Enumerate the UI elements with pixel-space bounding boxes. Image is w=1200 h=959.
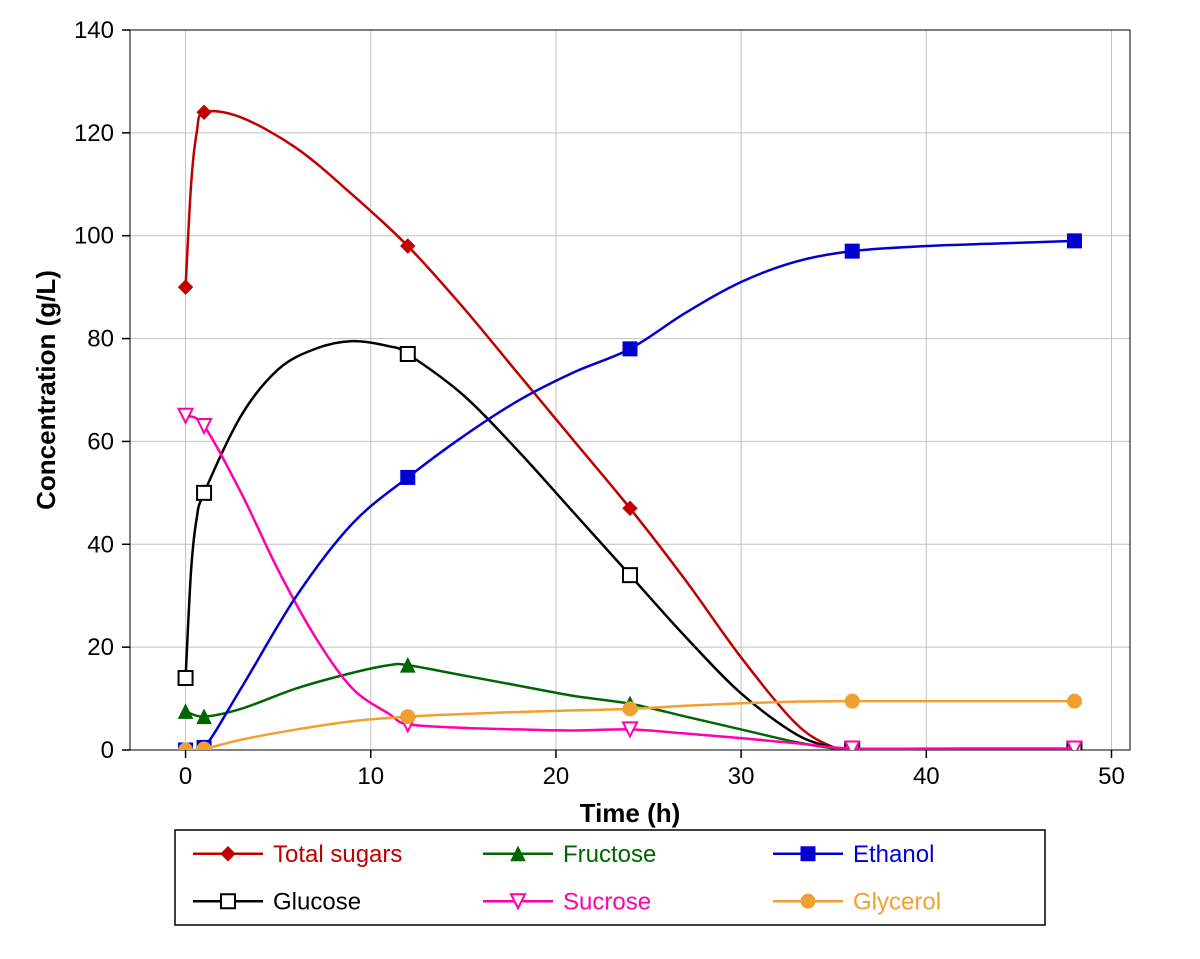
y-tick-label: 40 (87, 531, 114, 558)
y-tick-label: 120 (74, 120, 114, 147)
x-tick-label: 20 (543, 763, 570, 790)
y-tick-label: 20 (87, 634, 114, 661)
legend-label: Total sugars (273, 841, 402, 868)
y-axis-label: Concentration (g/L) (31, 270, 61, 510)
x-tick-label: 30 (728, 763, 755, 790)
x-tick-label: 10 (357, 763, 384, 790)
legend-label: Ethanol (853, 841, 934, 868)
x-tick-label: 50 (1098, 763, 1125, 790)
x-axis-label: Time (h) (580, 798, 681, 828)
legend-label: Fructose (563, 841, 656, 868)
chart-container: 0 10 20 30 40 50 0 20 40 60 80 100 120 140 Time (h) Con… (0, 0, 1200, 959)
x-tick-label: 40 (913, 763, 940, 790)
concentration-time-chart: 0 10 20 30 40 50 0 20 40 60 80 100 120 140 Time (h) Con… (0, 0, 1200, 959)
y-tick-label: 60 (87, 428, 114, 455)
y-tick-label: 100 (74, 223, 114, 250)
y-tick-label: 80 (87, 326, 114, 353)
y-tick-label: 140 (74, 17, 114, 44)
legend-label: Sucrose (563, 888, 651, 915)
legend: Total sugars Fructose Ethanol Glucose Sucros… (175, 830, 1045, 925)
y-tick-label: 0 (101, 737, 114, 764)
x-tick-label: 0 (179, 763, 192, 790)
legend-label: Glucose (273, 888, 361, 915)
legend-label: Glycerol (853, 888, 941, 915)
